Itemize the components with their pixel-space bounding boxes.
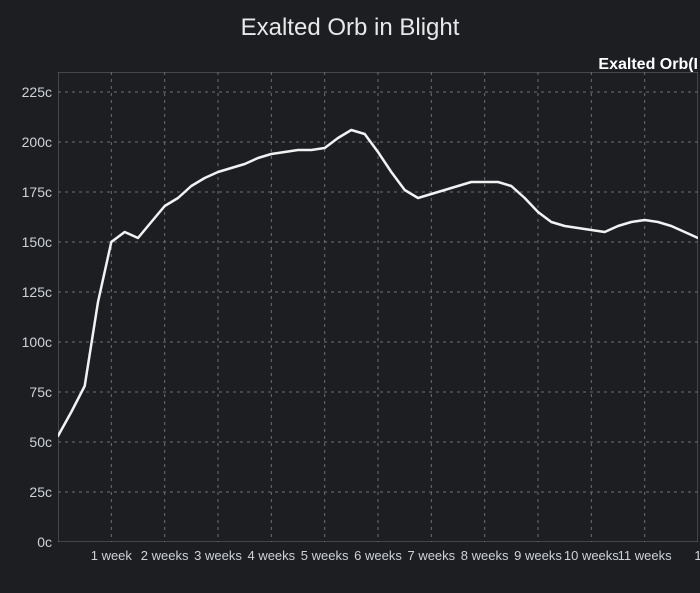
y-tick-label: 125c: [22, 284, 52, 300]
chart-container: Exalted Orb in Blight Exalted Orb(I 0c25…: [0, 0, 700, 593]
chart-svg: [58, 72, 698, 542]
x-tick-label: 1 week: [91, 548, 132, 563]
x-tick-label: 5 weeks: [301, 548, 349, 563]
y-tick-label: 0c: [37, 534, 52, 550]
x-tick-label: 6 weeks: [354, 548, 402, 563]
x-tick-label: 8 weeks: [461, 548, 509, 563]
chart-title: Exalted Orb in Blight: [0, 14, 700, 42]
x-tick-label: 11 weeks: [618, 548, 672, 563]
y-tick-label: 100c: [22, 334, 52, 350]
x-tick-label: 2 weeks: [141, 548, 189, 563]
y-tick-label: 50c: [29, 434, 52, 450]
x-tick-label: 3 weeks: [194, 548, 242, 563]
y-tick-label: 25c: [29, 484, 52, 500]
y-tick-label: 200c: [22, 134, 52, 150]
x-tick-label: 4 weeks: [247, 548, 295, 563]
chart-plot-area: [58, 72, 698, 542]
y-tick-label: 150c: [22, 234, 52, 250]
y-tick-label: 175c: [22, 184, 52, 200]
x-tick-label: 9 weeks: [514, 548, 562, 563]
x-tick-label: 10 weeks: [564, 548, 619, 563]
y-tick-label: 225c: [22, 84, 52, 100]
x-tick-label: 1: [694, 548, 700, 563]
x-tick-label: 7 weeks: [407, 548, 455, 563]
y-tick-label: 75c: [29, 384, 52, 400]
